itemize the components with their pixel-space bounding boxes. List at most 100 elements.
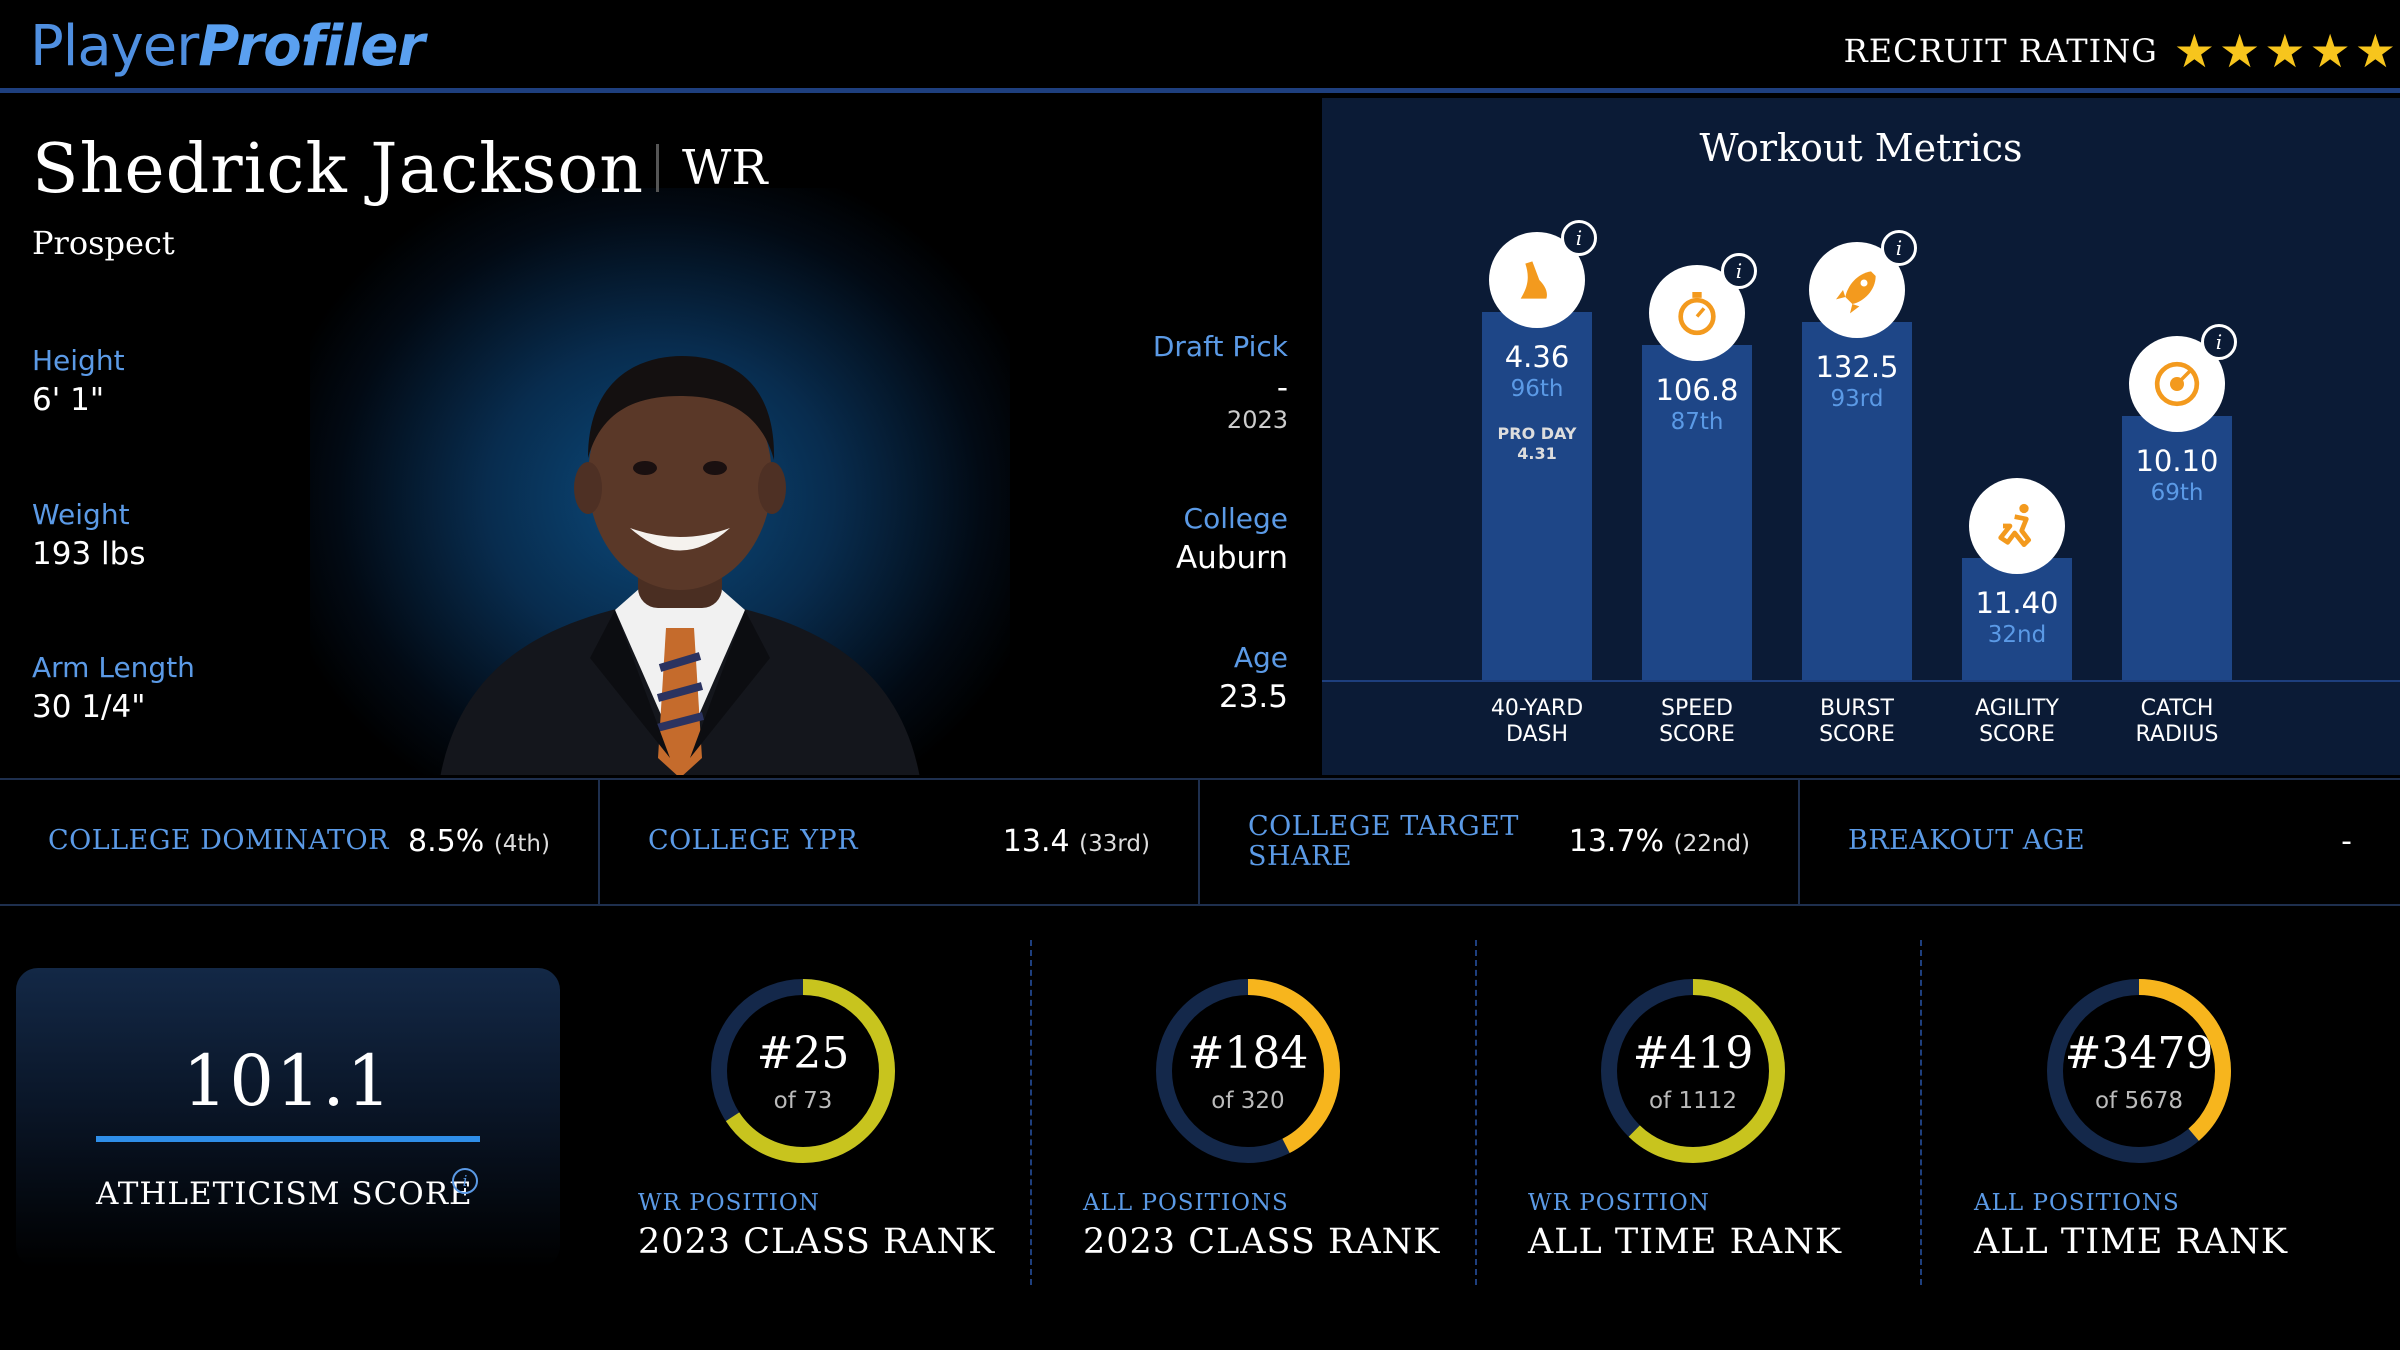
age-value: 23.5: [1218, 679, 1288, 715]
rank-total: of 73: [773, 1088, 833, 1114]
rank-ring-fill: [711, 979, 895, 1163]
metric-label-line2: SCORE: [1659, 722, 1735, 747]
stat-number: -: [2341, 824, 2352, 859]
college-label: College: [1183, 502, 1288, 535]
height-label: Height: [32, 344, 125, 377]
rank-title: 2023 CLASS RANK: [638, 1222, 996, 1262]
weight-label: Weight: [32, 498, 130, 531]
rank-subtitle: ALL POSITIONS: [1974, 1190, 2180, 1216]
stat-number: 8.5%: [408, 824, 485, 859]
metric-percentile: 93rd: [1830, 386, 1884, 412]
info-icon[interactable]: i: [1561, 220, 1597, 256]
rank-ring: [1601, 979, 1785, 1163]
metric-percentile: 69th: [2150, 480, 2204, 506]
stat-value: 13.4 (33rd): [1003, 824, 1150, 859]
info-icon[interactable]: i: [2201, 324, 2237, 360]
info-icon[interactable]: i: [1881, 230, 1917, 266]
rank-ring-fill: [1601, 979, 1785, 1163]
stat-number: 13.7%: [1568, 824, 1665, 859]
workout-metrics-panel: Workout Metrics i 4.36 96th PRO DAY 4.31 40-Y…: [1322, 98, 2400, 775]
stat-college-dominator: COLLEGE DOMINATOR 8.5% (4th): [0, 780, 600, 904]
rank-title: ALL TIME RANK: [1528, 1222, 1842, 1262]
stat-value: 8.5% (4th): [408, 824, 550, 859]
athleticism-score-value: 101.1: [182, 1040, 394, 1122]
stat-label-line2: SHARE: [1248, 841, 1353, 872]
stat-label: COLLEGE TARGET SHARE: [1248, 812, 1519, 872]
player-position: WR: [682, 140, 768, 196]
weight-value: 193 lbs: [32, 536, 146, 572]
top-header: PlayerProfiler RECRUIT RATING ★★★★★: [0, 0, 2400, 93]
logo-text-profiler: Profiler: [198, 14, 425, 79]
stat-rank: (33rd): [1079, 831, 1150, 857]
player-name: Shedrick Jackson: [32, 130, 645, 209]
metric-label-line2: RADIUS: [2135, 722, 2219, 747]
rank-ring-fill: [1156, 979, 1340, 1163]
metric-value: 106.8: [1655, 373, 1739, 407]
name-divider: [656, 144, 659, 192]
rank-total: of 5678: [2094, 1088, 2183, 1114]
workout-metrics-title: Workout Metrics: [1699, 126, 2023, 170]
metric-label: AGILITY SCORE: [1927, 696, 2107, 748]
pro-day-value: 4.31: [1517, 444, 1557, 463]
logo-text-player: Player: [30, 14, 199, 79]
draft-pick-value: -: [1276, 370, 1288, 406]
stat-label: BREAKOUT AGE: [1848, 825, 2086, 856]
rank-number: #419: [1632, 1028, 1754, 1079]
metric-label-line1: AGILITY: [1975, 696, 2059, 721]
metric-label: SPEED SCORE: [1607, 696, 1787, 748]
arm-length-value: 30 1/4": [32, 689, 146, 725]
runner-icon: [1969, 478, 2065, 574]
college-value: Auburn: [1175, 540, 1288, 576]
metric-value: 10.10: [2135, 444, 2219, 478]
athleticism-score-card: 101.1 ATHLETICISM SCORE i: [16, 968, 560, 1268]
metric-label: BURST SCORE: [1767, 696, 1947, 748]
rank-subtitle: WR POSITION: [638, 1190, 820, 1216]
metric-percentile: 32nd: [1987, 622, 2047, 648]
metric-bar: [1642, 345, 1752, 680]
player-status: Prospect: [32, 224, 175, 262]
stat-label: COLLEGE DOMINATOR: [48, 825, 389, 856]
player-photo: [440, 356, 920, 775]
rank-total: of 1112: [1648, 1088, 1737, 1114]
info-icon[interactable]: i: [452, 1168, 478, 1194]
stat-rank: (22nd): [1673, 831, 1750, 857]
athleticism-score-label: ATHLETICISM SCORE: [96, 1176, 473, 1212]
stat-label-line1: COLLEGE TARGET: [1248, 811, 1519, 842]
rank-total: of 320: [1211, 1088, 1285, 1114]
metric-value: 11.40: [1975, 586, 2059, 620]
rank-title: ALL TIME RANK: [1974, 1222, 2288, 1262]
height-value: 6' 1": [32, 382, 105, 418]
rank-divider: [1475, 940, 1477, 1285]
metric-label: 40-YARD DASH: [1447, 696, 1627, 748]
star-rating-icon: ★★★★★: [2173, 24, 2400, 78]
rank-title: 2023 CLASS RANK: [1083, 1222, 1441, 1262]
metric-percentile: 87th: [1670, 409, 1724, 435]
info-icon[interactable]: i: [1721, 253, 1757, 289]
rank-divider: [1030, 940, 1032, 1285]
metric-bar: [2122, 416, 2232, 680]
metric-label-line1: 40-YARD: [1490, 696, 1584, 721]
rank-ring: [711, 979, 895, 1163]
metric-label: CATCH RADIUS: [2087, 696, 2267, 748]
player-profiler-logo[interactable]: PlayerProfiler: [30, 14, 425, 79]
rank-number: #25: [756, 1028, 850, 1079]
athleticism-score-bar: [96, 1136, 480, 1142]
college-stats-strip: COLLEGE DOMINATOR 8.5% (4th) COLLEGE YPR…: [0, 778, 2400, 906]
rank-number: #3479: [2064, 1028, 2214, 1079]
stat-value: 13.7% (22nd): [1569, 824, 1750, 859]
metric-label-line1: CATCH: [2140, 696, 2214, 721]
stat-college-ypr: COLLEGE YPR 13.4 (33rd): [600, 780, 1200, 904]
stat-college-target-share: COLLEGE TARGET SHARE 13.7% (22nd): [1200, 780, 1800, 904]
metric-label-line2: DASH: [1505, 722, 1569, 747]
metric-value: 132.5: [1815, 350, 1899, 384]
arm-length-label: Arm Length: [32, 651, 195, 684]
metric-value: 4.36: [1504, 340, 1570, 374]
pro-day: PRO DAY 4.31: [1457, 424, 1617, 464]
metric-label-line2: SCORE: [1979, 722, 2055, 747]
metrics-baseline: [1322, 680, 2400, 682]
rank-ring-fill: [2047, 979, 2231, 1163]
recruit-rating: RECRUIT RATING ★★★★★: [1844, 28, 2400, 74]
rank-ring: [1156, 979, 1340, 1163]
player-bio-panel: Shedrick Jackson WR Prospect Height 6' 1…: [0, 98, 1320, 775]
age-label: Age: [1233, 641, 1288, 674]
